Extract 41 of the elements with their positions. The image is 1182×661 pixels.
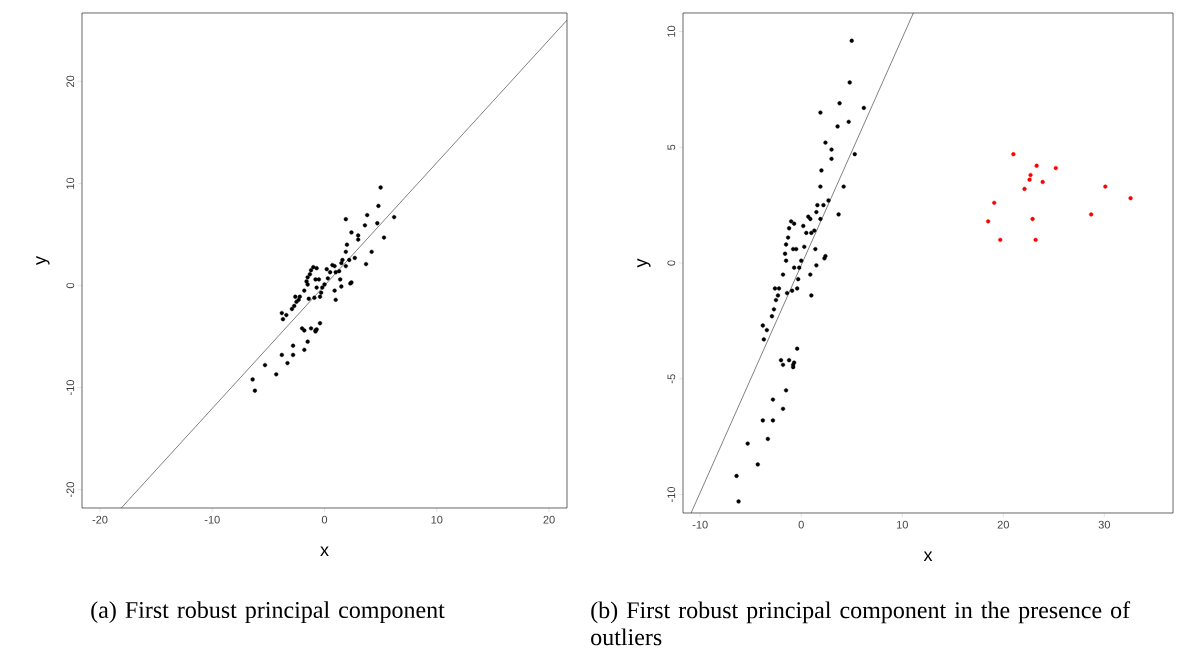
y-tick-label: 0 — [66, 282, 75, 289]
x-axis-title: x — [320, 546, 329, 556]
y-tick-label: 5 — [667, 144, 676, 150]
x-tick-label: 0 — [798, 520, 804, 529]
x-axis-title: x — [923, 551, 933, 561]
y-axis-title: y — [36, 256, 50, 265]
point — [1128, 196, 1133, 201]
point — [1053, 165, 1058, 171]
x-tick-label: -10 — [204, 515, 220, 524]
y-tick-label: 20 — [66, 75, 75, 87]
x-tick-label: 10 — [431, 515, 443, 524]
point — [1028, 172, 1033, 178]
y-tick-label: -10 — [667, 486, 676, 502]
x-tick-label: -20 — [92, 515, 108, 524]
point — [1089, 212, 1094, 217]
point — [1033, 237, 1038, 242]
point — [1030, 216, 1035, 222]
point — [1034, 163, 1039, 168]
y-tick-label: -20 — [66, 482, 75, 498]
point — [1040, 179, 1045, 185]
text: (b) First robust principal component in the presence of outliers — [591, 601, 1131, 646]
point — [986, 219, 991, 224]
point — [1011, 152, 1016, 157]
x-tick-label: 20 — [543, 515, 555, 524]
y-tick-label: -5 — [667, 374, 676, 384]
point — [992, 200, 997, 205]
y-tick-label: 10 — [667, 25, 676, 37]
point — [998, 237, 1003, 242]
y-tick-label: 10 — [66, 177, 75, 189]
point — [1022, 186, 1027, 192]
x-tick-label: 30 — [1098, 520, 1110, 529]
point — [1103, 184, 1108, 189]
x-tick-label: 20 — [997, 520, 1009, 529]
x-tick-label: -10 — [692, 520, 708, 529]
y-tick-label: -10 — [66, 380, 75, 396]
point — [1027, 177, 1032, 182]
y-tick-label: 0 — [667, 260, 676, 266]
x-tick-label: 0 — [321, 515, 328, 524]
text: (a) First robust principal component — [91, 601, 445, 623]
x-tick-label: 10 — [896, 520, 908, 529]
y-axis-title: y — [637, 258, 651, 268]
